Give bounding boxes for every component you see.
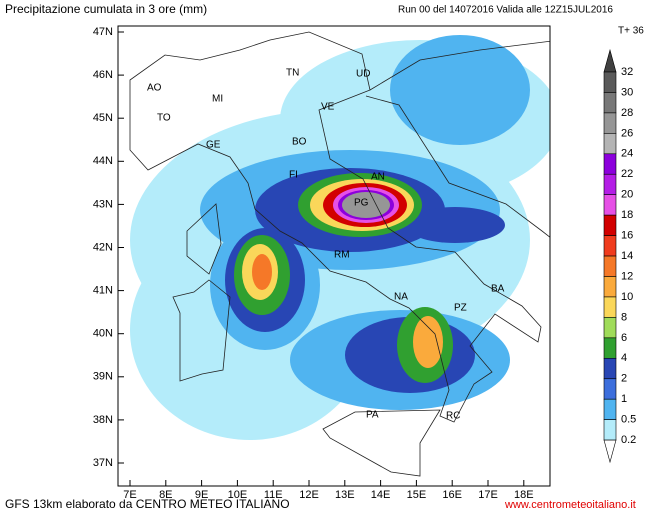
lon-label: 15E <box>407 489 427 501</box>
colorbar-box <box>603 357 617 380</box>
colorbar-label: 2 <box>621 373 627 385</box>
lon-label: 11E <box>264 489 283 501</box>
colorbar-box <box>603 276 617 298</box>
colorbar-label: 16 <box>621 230 633 242</box>
map-axes: 47N 46N 45N 44N 43N 42N 41N 40N 39N 38N 37N 7E 8E 9E 1… <box>93 26 534 501</box>
colorbar-box <box>603 378 617 400</box>
colorbar-label: 20 <box>621 189 633 201</box>
lon-label: 9E <box>195 489 208 501</box>
colorbar-box <box>603 255 617 277</box>
map-area: AO MI TO GE TN UD VE BO FI AN PG RM NA B… <box>118 26 550 486</box>
city-label: TN <box>286 68 299 79</box>
colorbar-label: 22 <box>621 168 633 180</box>
colorbar-label: 18 <box>621 209 633 221</box>
colorbar-box <box>603 194 617 216</box>
lon-label: 12E <box>299 489 319 501</box>
colorbar-box <box>603 214 617 236</box>
city-label: GE <box>206 140 221 151</box>
city-label: PG <box>354 198 369 209</box>
forecast-step: T+ 36 <box>618 26 644 37</box>
colorbar-box <box>603 173 617 196</box>
lon-label: 13E <box>335 489 355 501</box>
colorbar-arrow <box>603 439 617 464</box>
lat-label: 46N <box>93 69 113 81</box>
city-label: TO <box>157 113 171 124</box>
lon-label: 16E <box>442 489 462 501</box>
colorbar-box <box>603 92 617 114</box>
city-label: VE <box>321 102 335 113</box>
colorbar-label: 4 <box>621 352 627 364</box>
lat-label: 44N <box>93 155 113 167</box>
city-label: BA <box>491 284 505 295</box>
colorbar-box <box>603 71 617 93</box>
colorbar-label: 10 <box>621 291 633 303</box>
lat-label: 40N <box>93 328 113 340</box>
lat-label: 43N <box>93 198 113 210</box>
lat-label: 41N <box>93 285 113 297</box>
colorbar-label: 32 <box>621 66 633 78</box>
colorbar-box <box>603 317 617 339</box>
website: www.centrometeoitaliano.it <box>504 499 636 511</box>
colorbar-label: 12 <box>621 270 633 282</box>
city-label: PZ <box>454 303 467 314</box>
colorbar-box <box>603 235 617 257</box>
lat-label: 45N <box>93 112 113 124</box>
lon-label: 10E <box>228 489 248 501</box>
city-label: FI <box>289 170 298 181</box>
lat-label: 39N <box>93 371 113 383</box>
colorbar-arrow <box>603 48 617 73</box>
colorbar-label: 8 <box>621 311 627 323</box>
map-frame <box>117 25 551 487</box>
colorbar-box <box>603 133 617 155</box>
colorbar-box <box>603 337 617 359</box>
colorbar-box <box>603 419 617 441</box>
lat-label: 38N <box>93 414 113 426</box>
credit: GFS 13km elaborato da CENTRO METEO ITALI… <box>5 497 290 511</box>
city-label: AO <box>147 83 162 94</box>
coastlines <box>129 31 550 477</box>
colorbar-label: 24 <box>621 148 633 160</box>
lon-label: 7E <box>123 489 136 501</box>
city-label: UD <box>356 69 370 80</box>
lon-label: 14E <box>371 489 391 501</box>
city-label: AN <box>371 172 385 183</box>
colorbar-label: 28 <box>621 107 633 119</box>
colorbar-label: 26 <box>621 127 633 139</box>
city-labels: AO MI TO GE TN UD VE BO FI AN PG RM NA B… <box>147 68 505 422</box>
precipitation <box>130 35 550 440</box>
colorbar: 32 30 28 26 24 22 20 18 16 14 12 10 8 6 4 2 1 0.5 0.2 <box>603 48 636 464</box>
lon-label: 17E <box>478 489 498 501</box>
lon-label: 8E <box>159 489 172 501</box>
colorbar-label: 6 <box>621 332 627 344</box>
lat-label: 47N <box>93 26 113 38</box>
colorbar-box <box>603 296 617 318</box>
city-label: NA <box>394 292 408 303</box>
city-label: RM <box>334 250 350 261</box>
colorbar-label: 0.5 <box>621 414 636 426</box>
title: Precipitazione cumulata in 3 ore (mm) <box>5 2 207 16</box>
city-label: MI <box>212 94 223 105</box>
run-info: Run 00 del 14072016 Valida alle 12Z15JUL… <box>398 5 613 16</box>
lon-label: 18E <box>514 489 534 501</box>
colorbar-box <box>603 398 617 420</box>
city-label: BO <box>292 137 307 148</box>
colorbar-box <box>603 153 617 175</box>
colorbar-label: 1 <box>621 393 627 405</box>
city-label: PA <box>366 410 379 421</box>
colorbar-label: 14 <box>621 250 633 262</box>
colorbar-label: 0.2 <box>621 434 636 446</box>
colorbar-box <box>603 112 617 134</box>
colorbar-label: 30 <box>621 86 633 98</box>
city-label: RC <box>446 411 460 422</box>
lat-label: 37N <box>93 457 113 469</box>
lat-label: 42N <box>93 241 113 253</box>
